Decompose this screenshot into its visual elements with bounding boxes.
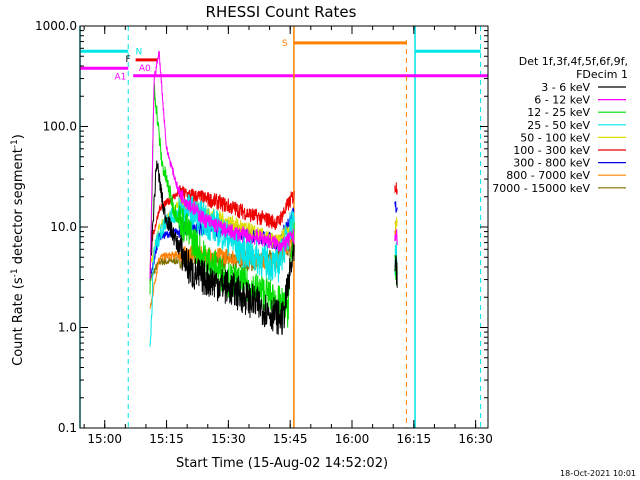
y-tick-label: 1000.0	[35, 19, 77, 33]
series-line-seg2	[394, 201, 398, 213]
x-axis-label: Start Time (15-Aug-02 14:52:02)	[176, 456, 388, 471]
series-line-seg2	[394, 216, 398, 230]
legend-label: 12 - 25 keV	[527, 106, 590, 119]
legend-label: 50 - 100 keV	[520, 131, 590, 144]
legend-label: 800 - 7000 keV	[506, 169, 590, 182]
legend-label: 25 - 50 keV	[527, 119, 590, 132]
y-tick-label: 0.1	[58, 421, 77, 435]
timestamp: 18-Oct-2021 10:01	[560, 469, 636, 478]
x-tick-label: 15:15	[149, 432, 184, 446]
x-tick-label: 16:15	[397, 432, 432, 446]
series-line-seg1	[149, 50, 295, 280]
flag-label-a1: A1	[114, 73, 126, 83]
series-line-seg1	[149, 160, 295, 336]
axes: 15:00 15:15 15:30 15:45 16:00 16:15 16:30 0.1 1.…	[35, 19, 493, 446]
legend: Det 1f,3f,4f,5f,6f,9f, FDecim 1 3 - 6 ke…	[492, 55, 628, 195]
y-tick-label: 10.0	[50, 220, 77, 234]
legend-label: 300 - 800 keV	[513, 157, 590, 170]
legend-label: 7000 - 15000 keV	[492, 182, 590, 195]
series-line-seg2	[394, 229, 398, 246]
flag-label-n: N	[135, 47, 142, 57]
flag-label-s: S	[282, 39, 288, 49]
y-axis-label: Count Rate (s-1 detector segment-1)	[10, 134, 26, 366]
legend-label: 6 - 12 keV	[534, 94, 590, 107]
x-tick-label: 15:00	[87, 432, 122, 446]
x-tick-label: 16:30	[458, 432, 493, 446]
x-tick-label: 15:30	[211, 432, 246, 446]
x-tick-label: 16:00	[335, 432, 370, 446]
flag-label-f: F	[125, 55, 130, 65]
series-lines	[149, 50, 398, 347]
chart-title: RHESSI Count Rates	[206, 3, 357, 21]
legend-header-2: FDecim 1	[576, 68, 628, 81]
y-tick-label: 1.0	[58, 321, 77, 335]
series-line-seg2	[394, 182, 398, 195]
y-tick-label: 100.0	[43, 120, 77, 134]
series-line-seg1	[149, 185, 295, 253]
legend-label: 100 - 300 keV	[513, 144, 590, 157]
flag-label-a0: A0	[139, 64, 151, 74]
x-tick-label: 15:45	[273, 432, 308, 446]
legend-header-1: Det 1f,3f,4f,5f,6f,9f,	[519, 55, 628, 68]
legend-label: 3 - 6 keV	[541, 81, 590, 94]
series-line-seg2	[394, 255, 398, 288]
